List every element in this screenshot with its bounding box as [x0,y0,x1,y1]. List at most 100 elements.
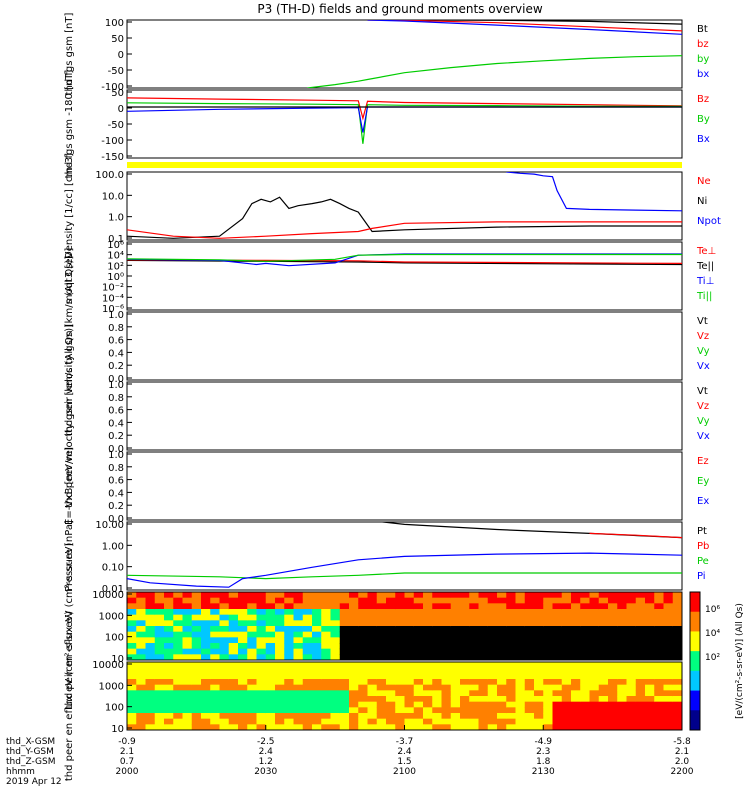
spectrogram-cell [506,631,516,638]
spectrogram-cell [136,609,146,616]
spectrogram-cell [552,667,563,674]
spectrogram-cell [534,690,544,697]
spectrogram-cell [136,637,146,644]
spectrogram-cell [182,643,193,650]
colorbar-segment [690,631,700,652]
spectrogram-cell [515,696,526,703]
spectrogram-cell [626,631,637,638]
spectrogram-cell [478,701,489,708]
spectrogram-cell [589,667,600,674]
spectrogram-cell [635,707,646,714]
spectrogram-cell [598,637,609,644]
spectrogram-cell [145,673,156,680]
spectrogram-cell [617,662,627,669]
spectrogram-cell [626,648,637,655]
spectrogram-cell [265,713,276,720]
spectrogram-cell [219,713,230,720]
spectrogram-cell [302,667,313,674]
spectrogram-cell [201,690,211,697]
spectrogram-cell [228,603,239,610]
spectrogram-cell [589,673,600,680]
spectrogram-cell [654,718,664,725]
spectrogram-cell [367,707,378,714]
spectrogram-cell [247,631,257,638]
spectrogram-cell [191,707,202,714]
spectrogram-cell [413,620,424,627]
spectrogram-cell [136,626,146,633]
x-tick-label: -2.5 [257,737,275,747]
spectrogram-cell [293,718,304,725]
spectrogram-cell [182,724,193,730]
spectrogram-cell [312,648,322,655]
spectrogram-cell [524,690,535,697]
spectrogram-cell [497,643,507,650]
x-tick-label: 0.7 [120,757,134,767]
spectrogram-cell [571,718,581,725]
spectrogram-cell [608,679,618,686]
y-tick-label: 10⁴ [107,251,124,262]
spectrogram-cell [330,679,341,686]
spectrogram-cell [293,662,304,669]
colorbar-segment [690,690,700,711]
spectrogram-cell [302,673,313,680]
spectrogram-cell [672,684,682,691]
spectrogram-cell [515,690,526,697]
spectrogram-cell [441,631,452,638]
spectrogram-cell [228,654,239,660]
spectrogram-cell [182,626,193,633]
spectrogram-cell [349,673,359,680]
spectrogram-cell [608,713,618,720]
spectrogram-cell [552,631,563,638]
spectrogram-cell [349,603,359,610]
spectrogram-cell [617,592,627,599]
legend-entry: Vt [697,386,708,397]
spectrogram-cell [321,614,331,621]
spectrogram-cell [154,690,165,697]
spectrogram-cell [534,597,544,604]
spectrogram-cell [321,667,331,674]
series-pe [127,572,682,580]
spectrogram-cell [247,609,257,616]
spectrogram-cell [191,667,202,674]
spectrogram-cell [312,597,322,604]
spectrogram-cell [284,724,294,730]
spectrogram-cell [534,648,544,655]
spectrogram-cell [330,597,341,604]
spectrogram-cell [561,597,572,604]
y-tick-label: 10⁻⁶ [102,304,124,315]
spectrogram-cell [497,637,507,644]
spectrogram-cell [339,631,350,638]
spectrogram-cell [238,673,248,680]
spectrogram-cell [534,620,544,627]
spectrogram-cell [515,654,526,660]
spectrogram-cell [210,667,220,674]
spectrogram-cell [571,654,581,660]
spectrogram-cell [432,662,442,669]
spectrogram-cell [524,718,535,725]
spectrogram-cell [635,713,646,720]
spectrogram-cell [515,620,526,627]
spectrogram-cell [173,597,183,604]
spectrogram-cell [284,626,294,633]
spectrogram-cell [358,690,368,697]
spectrogram-cell [275,631,285,638]
spectrogram-cell [275,648,285,655]
spectrogram-cell [284,654,294,660]
spectrogram-cell [645,637,655,644]
spectrogram-cell [645,701,655,708]
spectrogram-cell [645,673,655,680]
spectrogram-cell [598,654,609,660]
spectrogram-cell [543,690,553,697]
legend-entry: Npot [697,216,721,227]
spectrogram-cell [497,673,507,680]
legend-entry: Vz [697,331,709,342]
spectrogram-cell [432,603,442,610]
spectrogram-cell [441,701,452,708]
spectrogram-cell [589,648,600,655]
spectrogram-cell [228,707,239,714]
spectrogram-cell [210,609,220,616]
spectrogram-cell [219,679,230,686]
spectrogram-cell [302,626,313,633]
spectrogram-cell [302,654,313,660]
